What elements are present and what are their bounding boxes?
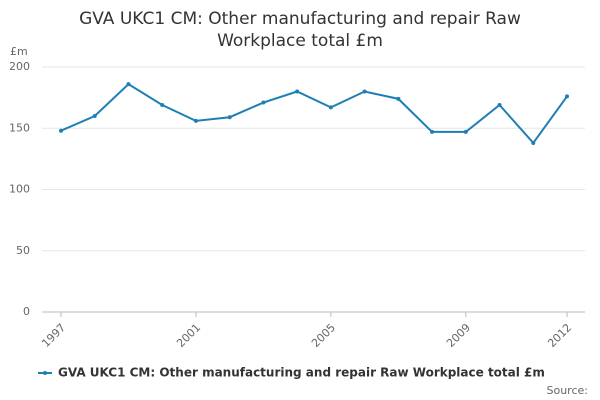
point [227, 115, 232, 120]
y-axis-label: £m [10, 45, 28, 58]
point [126, 82, 131, 87]
y-tick-label: 100 [9, 183, 30, 196]
point [362, 89, 367, 94]
y-tick-label: 150 [9, 121, 30, 134]
point [396, 96, 401, 101]
x-tick-label: 2009 [444, 321, 473, 350]
point [430, 129, 435, 134]
point [295, 89, 300, 94]
source: Source: [547, 384, 589, 397]
line [60, 82, 568, 145]
y-tick-label: 0 [23, 305, 30, 318]
x-tick-label: 1997 [39, 321, 68, 350]
x-tick-label: 2001 [174, 321, 203, 350]
x-tick-label: 2005 [309, 321, 338, 350]
chart-title: GVA UKC1 CM: Other manufacturing and rep… [79, 9, 521, 51]
point [261, 100, 266, 105]
point [497, 102, 502, 107]
point [193, 118, 198, 123]
point [328, 105, 333, 110]
point [92, 114, 97, 118]
legend-marker [43, 371, 47, 375]
y-tick-label: 50 [16, 244, 30, 257]
point [565, 94, 569, 99]
point [531, 140, 536, 145]
legend-label: GVA UKC1 CM: Other manufacturing and rep… [58, 366, 545, 380]
point [160, 102, 165, 107]
point [463, 129, 468, 134]
x-tick-label: 2012 [545, 321, 574, 350]
y-tick-label: 200 [9, 60, 30, 73]
point [59, 128, 63, 133]
